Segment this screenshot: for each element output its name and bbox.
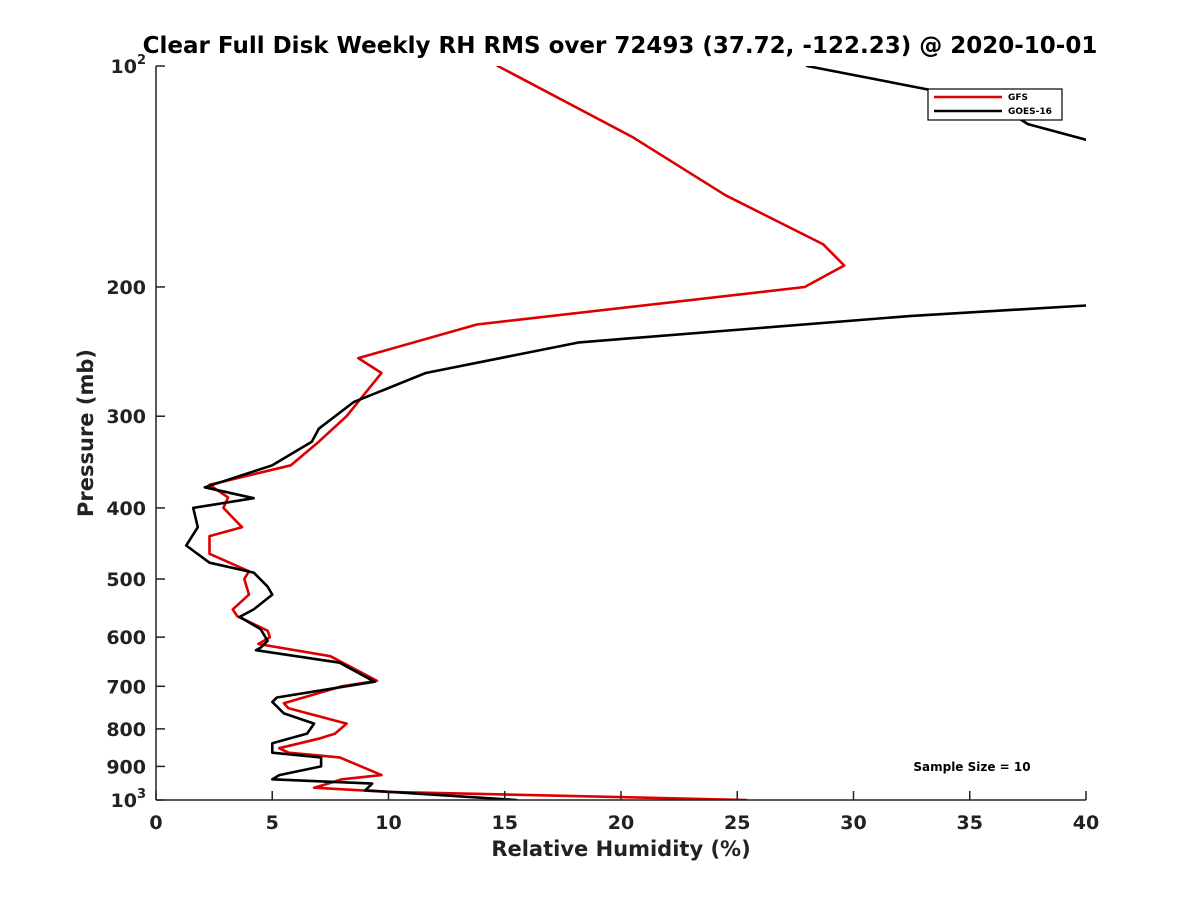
x-tick-label: 25 bbox=[724, 812, 750, 834]
y-tick-label: 600 bbox=[106, 627, 146, 649]
x-ticks: 0 5 10 15 20 25 30 35 40 bbox=[149, 791, 1099, 834]
axes bbox=[155, 66, 1086, 801]
x-tick-label: 10 bbox=[375, 812, 401, 834]
y-tick-label: 300 bbox=[106, 406, 146, 428]
x-axis-label: Relative Humidity (%) bbox=[491, 837, 750, 861]
x-tick-label: 30 bbox=[840, 812, 866, 834]
y-tick-label: 500 bbox=[106, 569, 146, 591]
legend-label-goes16: GOES-16 bbox=[1008, 107, 1052, 117]
x-tick-label: 5 bbox=[266, 812, 279, 834]
y-axis-label: Pressure (mb) bbox=[74, 349, 98, 517]
x-tick-label: 35 bbox=[957, 812, 983, 834]
y-ticks: 102 200 300 400 500 600 700 800 900 103 bbox=[106, 53, 165, 812]
y-tick-label: 200 bbox=[106, 277, 146, 299]
series-line-goes16 bbox=[184, 66, 1086, 800]
y-tick-label: 103 bbox=[111, 787, 147, 812]
y-tick-label: 400 bbox=[106, 498, 146, 520]
x-tick-label: 40 bbox=[1073, 812, 1099, 834]
y-tick-label: 700 bbox=[106, 676, 146, 698]
y-tick-label: 102 bbox=[111, 53, 147, 78]
legend-label-gfs: GFS bbox=[1008, 93, 1028, 103]
x-tick-label: 20 bbox=[608, 812, 634, 834]
x-tick-label: 0 bbox=[149, 812, 162, 834]
series-layer bbox=[184, 66, 1086, 800]
y-tick-label: 800 bbox=[106, 719, 146, 741]
sample-size-annotation: Sample Size = 10 bbox=[913, 760, 1030, 774]
legend-box bbox=[927, 88, 1063, 121]
x-tick-label: 15 bbox=[492, 812, 518, 834]
y-tick-label: 900 bbox=[106, 756, 146, 778]
series-line-gfs bbox=[208, 66, 846, 800]
legend: GFS GOES-16 bbox=[927, 88, 1063, 121]
chart-title: Clear Full Disk Weekly RH RMS over 72493… bbox=[143, 33, 1098, 59]
